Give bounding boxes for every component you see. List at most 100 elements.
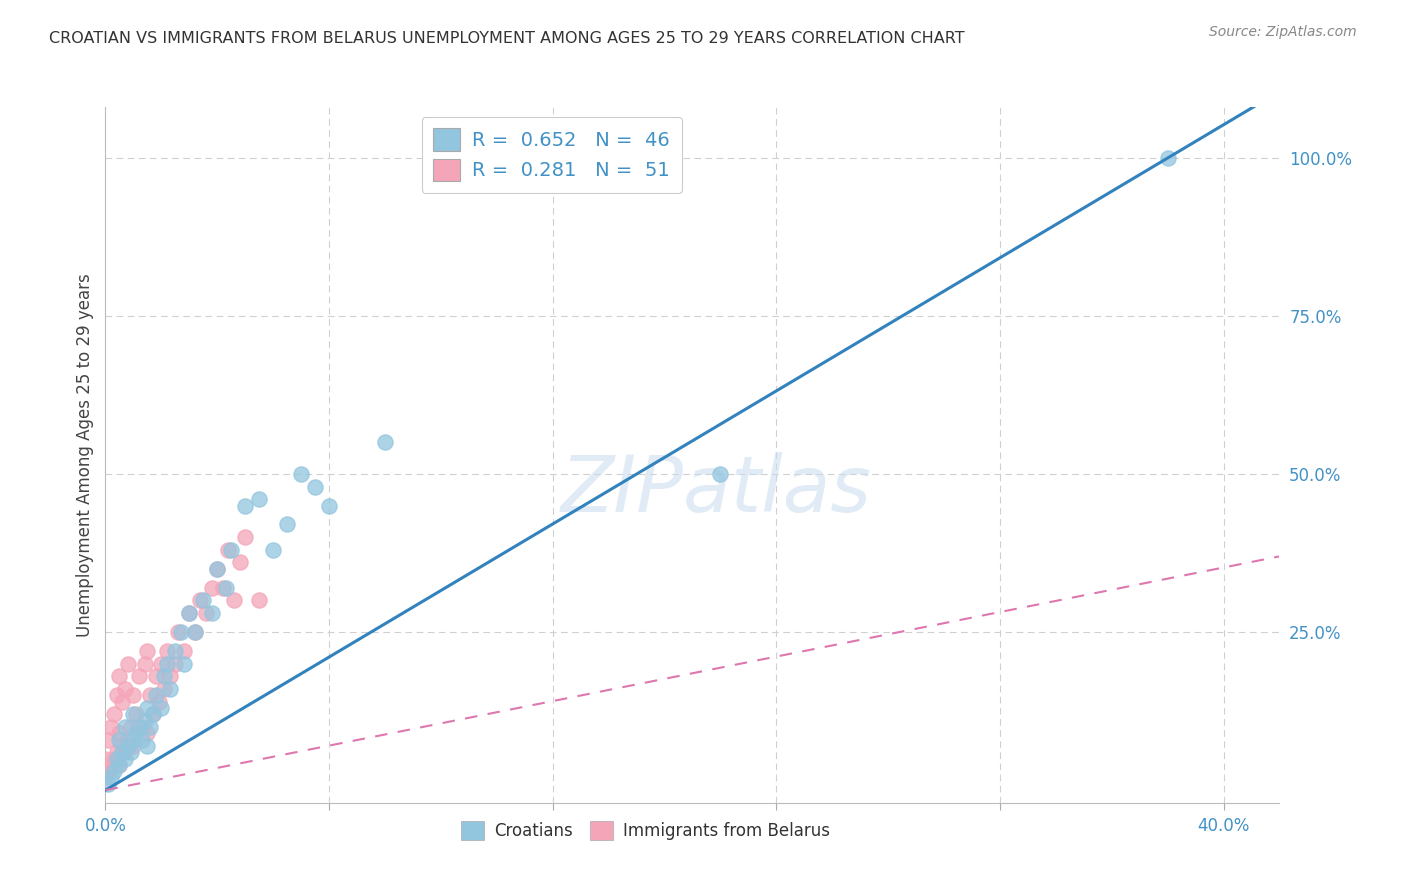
Point [111,695,134,709]
Point [170,625,193,640]
Point [105,745,128,759]
Point [290,467,312,481]
Point [120,720,142,734]
Point [262,542,284,557]
Point [179,606,201,620]
Point [148,695,170,709]
Point [190,593,212,607]
Point [233,499,256,513]
Point [217,542,239,557]
Point [103,707,125,722]
Point [142,707,165,722]
Point [108,726,131,740]
Point [128,720,150,734]
Point [318,499,340,513]
Point [153,681,176,696]
Point [114,681,136,696]
Legend: Croatians, Immigrants from Belarus: Croatians, Immigrants from Belarus [454,814,837,847]
Point [195,606,218,620]
Point [150,701,173,715]
Point [117,739,139,753]
Point [145,669,167,683]
Point [159,669,181,683]
Point [125,707,148,722]
Point [136,701,159,715]
Point [167,625,190,640]
Point [105,688,128,702]
Point [122,732,145,747]
Point [105,751,128,765]
Y-axis label: Unemployment Among Ages 25 to 29 years: Unemployment Among Ages 25 to 29 years [76,273,94,637]
Point [100,771,122,785]
Point [1156,151,1178,165]
Point [122,688,145,702]
Point [136,644,159,658]
Point [193,593,215,607]
Point [108,732,131,747]
Point [201,581,224,595]
Point [117,732,139,747]
Text: CROATIAN VS IMMIGRANTS FROM BELARUS UNEMPLOYMENT AMONG AGES 25 TO 29 YEARS CORRE: CROATIAN VS IMMIGRANTS FROM BELARUS UNEM… [49,31,965,46]
Point [247,593,270,607]
Point [97,732,120,747]
Point [165,644,187,658]
Point [97,764,120,779]
Point [134,657,156,671]
Point [156,644,179,658]
Point [179,606,201,620]
Point [122,707,145,722]
Point [165,657,187,671]
Point [125,726,148,740]
Point [103,764,125,779]
Point [214,581,236,595]
Point [131,720,153,734]
Point [201,606,224,620]
Point [103,751,125,765]
Point [114,745,136,759]
Point [131,732,153,747]
Point [100,720,122,734]
Text: Source: ZipAtlas.com: Source: ZipAtlas.com [1209,25,1357,39]
Point [108,669,131,683]
Point [120,745,142,759]
Point [108,757,131,772]
Point [114,751,136,765]
Point [142,707,165,722]
Point [94,771,117,785]
Point [228,556,250,570]
Point [100,757,122,772]
Point [150,657,173,671]
Point [184,625,207,640]
Point [184,625,207,640]
Point [709,467,731,481]
Point [111,739,134,753]
Point [114,720,136,734]
Point [211,581,233,595]
Point [139,688,162,702]
Point [247,492,270,507]
Point [134,714,156,728]
Point [276,517,298,532]
Point [94,751,117,765]
Point [122,739,145,753]
Point [156,657,179,671]
Point [97,777,120,791]
Point [173,644,195,658]
Point [222,593,245,607]
Point [153,669,176,683]
Point [139,720,162,734]
Text: ZIPatlas: ZIPatlas [561,451,872,528]
Point [136,739,159,753]
Point [233,530,256,544]
Point [108,757,131,772]
Point [128,669,150,683]
Point [117,657,139,671]
Point [374,435,396,450]
Point [219,542,242,557]
Point [207,562,229,576]
Point [111,745,134,759]
Point [304,479,326,493]
Point [145,688,167,702]
Point [136,726,159,740]
Point [173,657,195,671]
